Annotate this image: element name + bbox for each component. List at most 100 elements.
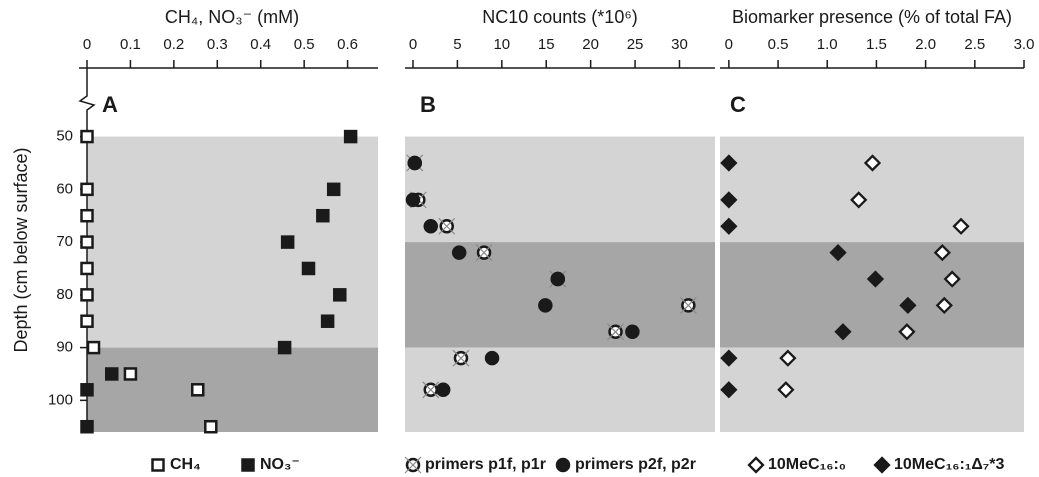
marker-shape bbox=[86, 340, 101, 355]
marker-shape bbox=[451, 245, 467, 260]
marker bbox=[720, 381, 738, 399]
marker-shape bbox=[779, 349, 797, 367]
shaded-zone bbox=[720, 242, 1024, 348]
marker-shape bbox=[898, 323, 916, 341]
marker bbox=[80, 383, 94, 397]
marker-cross bbox=[422, 381, 440, 399]
marker-cross bbox=[404, 456, 422, 474]
marker-shape bbox=[435, 382, 451, 398]
marker bbox=[105, 367, 119, 381]
marker bbox=[625, 324, 640, 340]
shaded-zone bbox=[405, 347, 715, 432]
marker-shape bbox=[333, 288, 347, 302]
marker-shape bbox=[407, 155, 423, 171]
marker bbox=[277, 340, 292, 355]
marker bbox=[80, 129, 94, 144]
marker-shape bbox=[326, 182, 341, 197]
shaded-zone bbox=[87, 347, 378, 432]
marker-shape bbox=[204, 419, 218, 434]
y-tick-label: 50 bbox=[56, 128, 73, 145]
x-tick-label: 3.0 bbox=[1014, 36, 1035, 53]
marker-shape bbox=[829, 244, 847, 262]
marker bbox=[850, 191, 868, 209]
marker-shape bbox=[343, 129, 358, 144]
x-tick-label: 2.5 bbox=[964, 36, 985, 53]
marker bbox=[80, 288, 94, 302]
marker-shape bbox=[834, 323, 852, 341]
marker bbox=[80, 235, 94, 249]
marker-shape bbox=[80, 182, 94, 197]
shaded-zone bbox=[87, 136, 378, 348]
marker-shape bbox=[280, 235, 295, 249]
marker-shape bbox=[80, 129, 94, 144]
marker bbox=[720, 154, 738, 172]
legend-label: NO₃⁻ bbox=[260, 456, 300, 473]
marker bbox=[320, 314, 335, 328]
marker-shape bbox=[277, 340, 292, 355]
marker-cross bbox=[475, 244, 493, 262]
marker-cross bbox=[452, 349, 470, 367]
x-tick-label: 0.3 bbox=[207, 36, 228, 53]
marker bbox=[933, 244, 951, 262]
marker bbox=[423, 219, 439, 234]
x-tick-label: 20 bbox=[582, 36, 599, 53]
marker-shape bbox=[625, 324, 640, 340]
marker bbox=[80, 314, 94, 328]
marker-shape bbox=[80, 383, 94, 397]
marker-shape bbox=[720, 349, 738, 367]
panel-letter: A bbox=[102, 92, 118, 117]
marker-shape bbox=[423, 219, 439, 234]
marker-shape bbox=[484, 350, 500, 366]
panel-title: NC10 counts (*10⁶) bbox=[482, 7, 637, 27]
marker bbox=[80, 208, 94, 223]
shaded-zone bbox=[720, 136, 1024, 243]
marker bbox=[935, 296, 953, 315]
marker bbox=[873, 456, 891, 474]
marker-shape bbox=[899, 296, 917, 315]
marker-shape bbox=[538, 298, 553, 313]
legend-label: primers p1f, p1r bbox=[425, 456, 546, 473]
marker bbox=[720, 349, 738, 367]
y-tick-label: 60 bbox=[56, 180, 73, 197]
marker bbox=[866, 270, 885, 288]
x-tick-label: 0.4 bbox=[250, 36, 271, 53]
marker bbox=[404, 456, 422, 474]
x-tick-label: 15 bbox=[538, 36, 555, 53]
marker bbox=[555, 457, 571, 473]
marker-shape bbox=[720, 191, 738, 209]
x-tick-label: 0.5 bbox=[768, 36, 789, 53]
x-tick-label: 0 bbox=[83, 36, 91, 53]
marker-shape bbox=[80, 288, 94, 302]
marker bbox=[316, 208, 330, 223]
marker bbox=[438, 217, 456, 235]
marker-shape bbox=[863, 154, 882, 172]
marker bbox=[899, 296, 917, 315]
y-tick-label: 70 bbox=[56, 233, 73, 250]
marker bbox=[952, 217, 970, 235]
legend-label: primers p2f, p2r bbox=[575, 456, 696, 473]
marker-shape bbox=[550, 271, 566, 287]
marker-shape bbox=[866, 270, 885, 288]
marker-shape bbox=[80, 208, 94, 223]
x-tick-label: 0.1 bbox=[120, 36, 141, 53]
marker-shape bbox=[952, 217, 970, 235]
legend-label: CH₄ bbox=[170, 456, 201, 473]
marker-cross bbox=[438, 217, 456, 235]
x-tick-label: 5 bbox=[453, 36, 461, 53]
marker bbox=[435, 382, 451, 398]
marker-shape bbox=[873, 456, 891, 474]
marker-shape bbox=[405, 192, 421, 208]
shaded-zone bbox=[405, 136, 715, 243]
marker-shape bbox=[151, 458, 165, 472]
marker-shape bbox=[943, 270, 961, 288]
marker bbox=[343, 129, 358, 144]
marker bbox=[451, 245, 467, 260]
marker bbox=[943, 270, 961, 288]
panel-title: CH₄, NO₃⁻ (mM) bbox=[165, 7, 299, 27]
marker-shape bbox=[123, 367, 138, 381]
y-tick-label: 90 bbox=[56, 339, 73, 356]
marker bbox=[191, 383, 205, 397]
marker bbox=[863, 154, 882, 172]
marker-shape bbox=[935, 296, 953, 315]
shaded-zone bbox=[405, 242, 715, 348]
